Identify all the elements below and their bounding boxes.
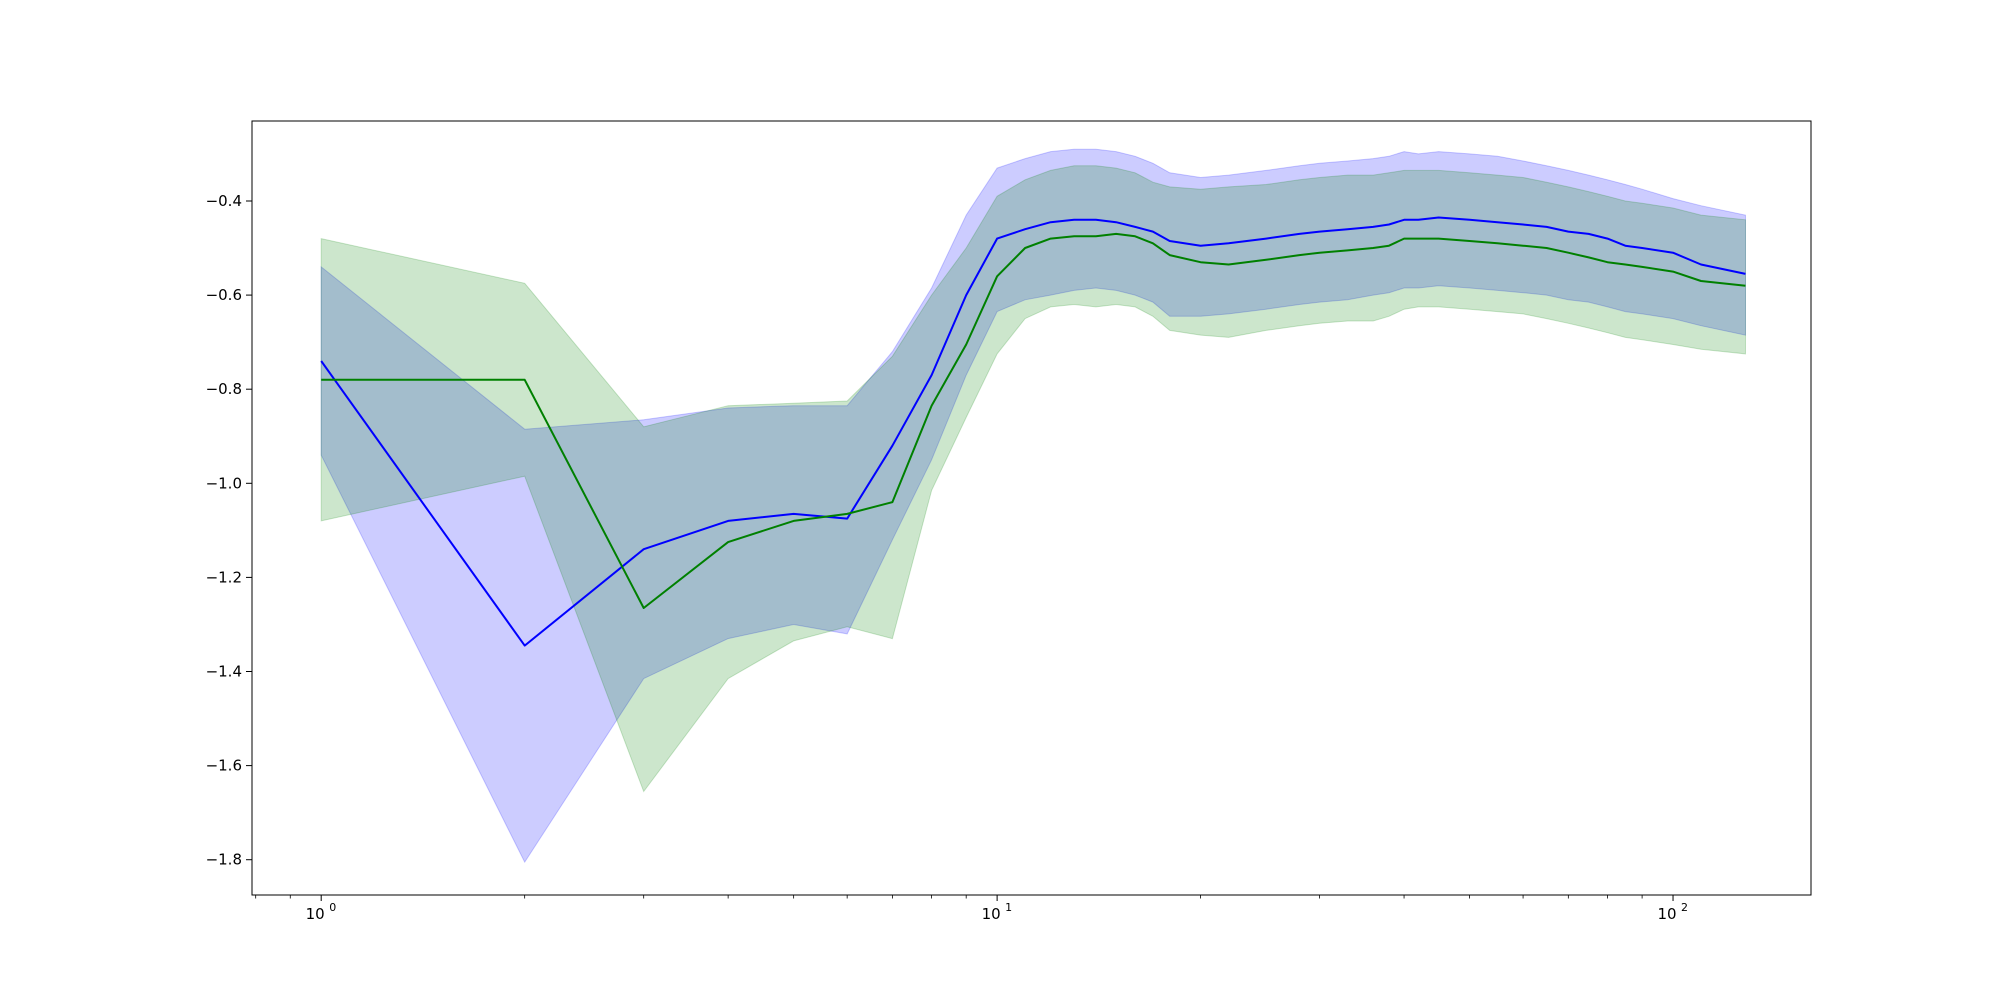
- y-tick-label: −0.4: [206, 192, 242, 210]
- x-tick-label-exponent: 0: [329, 901, 336, 914]
- y-tick-label: −1.2: [206, 568, 242, 586]
- series-2-band: [320, 165, 1746, 793]
- plot-frame: [251, 120, 1812, 896]
- confidence-bands: [320, 148, 1746, 864]
- series-2-line: [321, 232, 1746, 609]
- y-tick-label: −0.8: [206, 380, 242, 398]
- x-tick-label-exponent: 2: [1681, 901, 1688, 914]
- y-tick-label: −1.8: [206, 851, 242, 869]
- y-tick-label: −1.4: [206, 663, 242, 681]
- x-tick-label: 10: [982, 905, 1001, 923]
- x-tick-label: 10: [306, 905, 325, 923]
- y-axis: −0.4 −0.6 −0.8 −1.0 −1.2 −1.4 −1.6 −1.8: [206, 192, 252, 869]
- series-lines: [320, 216, 1746, 647]
- x-axis: 10 0 10 1 10 2: [255, 895, 1688, 923]
- series-1-line: [320, 216, 1746, 647]
- y-tick-label: −0.6: [206, 286, 242, 304]
- y-tick-label: −1.0: [206, 474, 242, 492]
- x-tick-label: 10: [1657, 905, 1676, 923]
- y-tick-label: −1.6: [206, 757, 242, 775]
- x-tick-label-exponent: 1: [1005, 901, 1012, 914]
- series-1-band: [320, 148, 1746, 864]
